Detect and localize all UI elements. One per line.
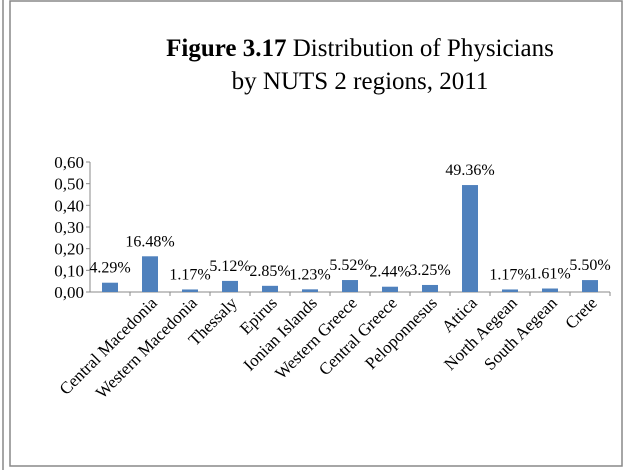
bar [422, 284, 438, 292]
value-label: 1.17% [489, 266, 530, 283]
bar [102, 282, 118, 292]
value-label: 1.23% [289, 266, 330, 283]
value-label: 5.50% [569, 257, 610, 274]
y-tick-label: 0,20 [54, 240, 84, 259]
y-tick-label: 0,10 [54, 261, 84, 280]
bar [262, 285, 278, 292]
bar [582, 280, 598, 292]
value-label: 2.85% [249, 263, 290, 280]
bar [342, 280, 358, 292]
bar [302, 289, 318, 292]
value-label: 16.48% [125, 233, 174, 250]
bar [142, 256, 158, 292]
value-label: 2.44% [369, 264, 410, 281]
title-line: by NUTS 2 regions, 2011 [232, 68, 489, 95]
y-tick-label: 0,50 [54, 175, 84, 194]
value-label: 1.61% [529, 266, 570, 283]
value-label: 5.52% [329, 257, 370, 274]
bar [382, 286, 398, 292]
bar [462, 185, 478, 292]
value-label: 49.36% [445, 162, 494, 179]
bar [542, 288, 558, 292]
value-label: 4.29% [89, 260, 130, 277]
figure-number: Figure 3.17 [166, 35, 286, 62]
title-line: Distribution of Physicians [293, 35, 554, 62]
y-tick-label: 0,40 [54, 196, 84, 215]
bar [182, 289, 198, 292]
bar [502, 289, 518, 292]
y-tick-label: 0,60 [54, 153, 84, 172]
value-label: 3.25% [409, 262, 450, 279]
chart-title: Figure 3.17 Distribution of Physicians [166, 35, 554, 62]
x-tick-label: Crete [561, 293, 600, 332]
y-tick-label: 0,00 [54, 283, 84, 302]
value-label: 5.12% [209, 258, 250, 275]
chart-frame [9, 0, 623, 467]
y-tick-label: 0,30 [54, 218, 84, 237]
value-label: 1.17% [169, 266, 210, 283]
bar [222, 280, 238, 292]
